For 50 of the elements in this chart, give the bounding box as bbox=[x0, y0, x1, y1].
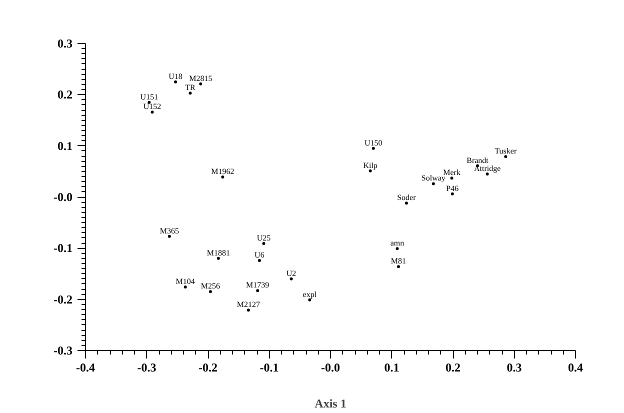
data-label: M81 bbox=[390, 256, 406, 266]
y-tick-label: 0.3 bbox=[58, 36, 72, 50]
data-label: amn bbox=[390, 238, 404, 248]
data-label: U2 bbox=[286, 268, 296, 278]
data-label: Soder bbox=[397, 193, 416, 202]
x-tick-label: 0.3 bbox=[506, 360, 522, 374]
data-label: Brandt bbox=[466, 156, 490, 165]
data-label: U150 bbox=[364, 138, 382, 148]
data-label: expl bbox=[302, 290, 318, 299]
data-label: M1739 bbox=[246, 280, 270, 290]
x-tick-label: 0.4 bbox=[568, 360, 583, 374]
x-axis-title: Axis 1 bbox=[314, 396, 346, 410]
data-label: M1881 bbox=[206, 248, 230, 258]
y-tick-label: -0.0 bbox=[54, 190, 73, 204]
data-label: TR bbox=[185, 83, 196, 92]
data-label: M2815 bbox=[189, 74, 212, 83]
x-tick-label: -0.2 bbox=[198, 360, 218, 374]
data-label: Kilp bbox=[363, 160, 378, 170]
data-label: Attridge bbox=[474, 164, 502, 173]
y-tick-label: 0.2 bbox=[58, 88, 72, 102]
x-tick-label: -0.0 bbox=[321, 360, 340, 374]
x-tick-label: 0.1 bbox=[384, 360, 400, 374]
point bbox=[216, 256, 220, 260]
point bbox=[256, 289, 260, 292]
y-tick-label: -0.2 bbox=[54, 292, 73, 306]
data-label: Tusker bbox=[494, 146, 517, 156]
x-tick-label: -0.4 bbox=[76, 360, 95, 374]
data-label: U25 bbox=[256, 234, 271, 243]
data-label: M256 bbox=[200, 282, 220, 291]
data-label: U18 bbox=[168, 72, 182, 81]
point bbox=[174, 80, 178, 84]
data-label: M365 bbox=[160, 226, 179, 236]
data-label: U151 bbox=[140, 92, 158, 102]
data-label: Solway bbox=[421, 174, 446, 183]
point bbox=[450, 192, 454, 196]
data-label: M2127 bbox=[236, 300, 260, 310]
data-label: M104 bbox=[176, 277, 195, 286]
data-label: Merk bbox=[443, 168, 460, 178]
y-tick-label: -0.3 bbox=[54, 344, 73, 358]
x-tick-label: -0.1 bbox=[260, 360, 279, 374]
point bbox=[404, 202, 408, 205]
data-label: M1962 bbox=[211, 167, 234, 176]
data-label: P46 bbox=[446, 184, 459, 193]
data-label: U6 bbox=[254, 250, 264, 260]
x-tick-label: -0.3 bbox=[137, 360, 156, 374]
point bbox=[221, 176, 224, 179]
y-tick-label: -0.1 bbox=[54, 241, 73, 256]
y-tick-label: 0.1 bbox=[58, 138, 72, 153]
x-tick-label: 0.2 bbox=[446, 360, 460, 374]
data-label: U152 bbox=[143, 102, 162, 112]
